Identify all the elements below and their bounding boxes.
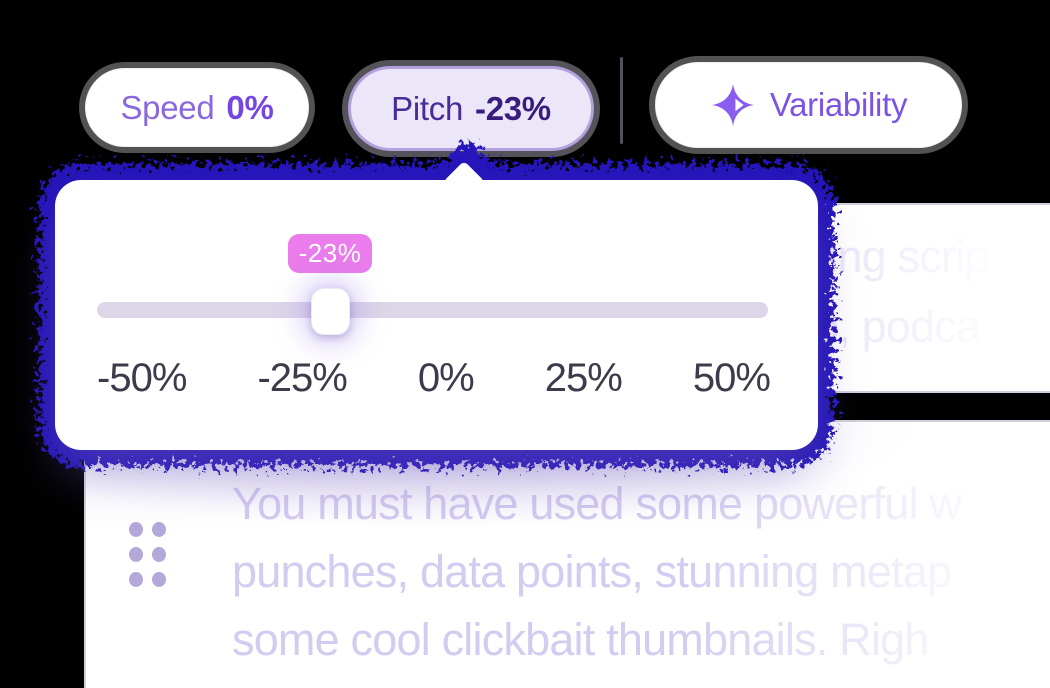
drag-dot	[129, 572, 143, 587]
drag-handle-icon[interactable]	[129, 522, 166, 587]
sparkle-icon	[711, 83, 754, 127]
tick-label: 25%	[544, 356, 623, 400]
speed-label: Speed	[120, 88, 215, 126]
pills-divider	[620, 57, 623, 144]
pitch-value: -23%	[475, 89, 551, 127]
pitch-pill[interactable]: Pitch -23%	[348, 66, 594, 151]
faded-text-line: ring scrip	[814, 231, 989, 282]
slider-thumb[interactable]	[311, 288, 350, 335]
pitch-label: Pitch	[391, 89, 464, 127]
slider-track[interactable]	[97, 302, 768, 318]
variability-pill[interactable]: Variability	[655, 62, 962, 148]
drag-dot	[152, 522, 166, 537]
speed-pill[interactable]: Speed 0%	[85, 68, 309, 147]
faded-text-line: some cool clickbait thumbnails. Righ	[232, 614, 929, 665]
pitch-slider	[55, 180, 818, 450]
pitch-popover: -23% -50% -25% 0% 25% 50%	[55, 160, 818, 450]
faded-text-line: punches, data points, stunning metap	[232, 546, 952, 597]
faded-text-line: o, podca	[814, 301, 981, 352]
drag-dot	[129, 522, 143, 537]
drag-dot	[152, 547, 166, 562]
tick-label: 50%	[692, 356, 771, 400]
drag-dot	[152, 572, 166, 587]
tick-label: 0%	[417, 356, 475, 400]
tick-label: -50%	[97, 356, 187, 400]
slider-tick-labels: -50% -25% 0% 25% 50%	[97, 356, 771, 401]
tick-label: -25%	[257, 356, 347, 400]
variability-label: Variability	[769, 86, 908, 123]
speed-value: 0%	[226, 88, 274, 126]
faded-text-line: You must have used some powerful w	[232, 478, 962, 529]
drag-dot	[129, 547, 143, 562]
